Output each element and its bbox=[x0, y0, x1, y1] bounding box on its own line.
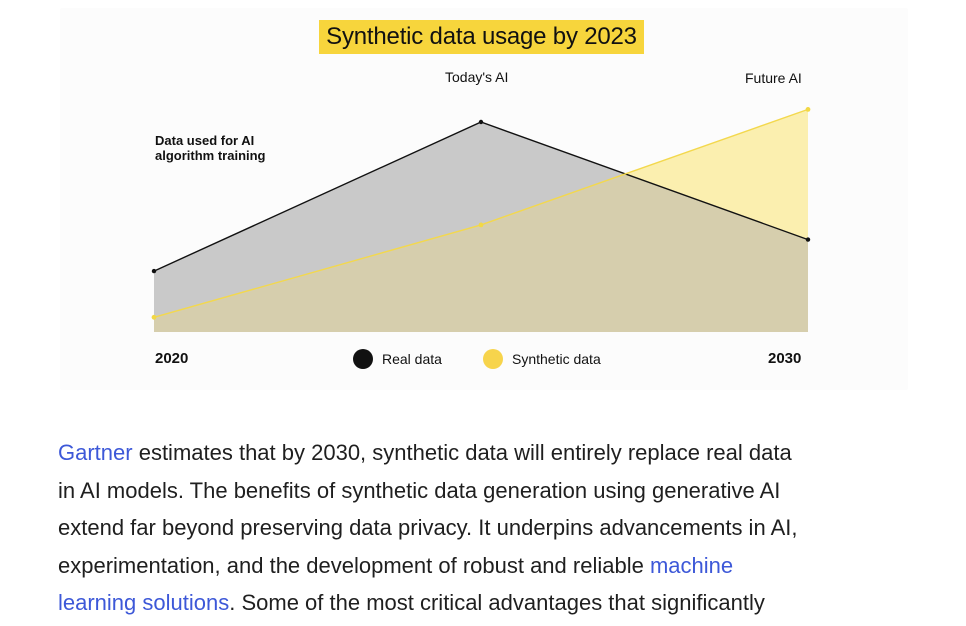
legend-item-real-data: Real data bbox=[353, 348, 442, 370]
y-axis-note: Data used for AI algorithm training bbox=[155, 133, 266, 163]
article-paragraph: Gartner estimates that by 2030, syntheti… bbox=[58, 434, 908, 622]
legend-label-real-data: Real data bbox=[382, 351, 442, 367]
article-line-1: Gartner estimates that by 2030, syntheti… bbox=[58, 434, 908, 472]
learning-solutions-link[interactable]: learning solutions bbox=[58, 590, 230, 615]
real-data-legend-dot bbox=[353, 349, 373, 369]
synthetic-data-point-1 bbox=[478, 222, 484, 228]
real-data-point-0 bbox=[151, 268, 157, 274]
real-data-point-1 bbox=[478, 119, 484, 125]
article-line-1-text: estimates that by 2030, synthetic data w… bbox=[132, 440, 792, 465]
article-line-4: experimentation, and the development of … bbox=[58, 547, 908, 585]
phase-label-today-ai: Today's AI bbox=[445, 69, 509, 85]
synthetic-data-point-2 bbox=[805, 107, 811, 112]
phase-label-future-ai: Future AI bbox=[745, 70, 802, 86]
article-line-2: in AI models. The benefits of synthetic … bbox=[58, 477, 781, 503]
article-line-5: learning solutions. Some of the most cri… bbox=[58, 584, 908, 622]
article-line-3: extend far beyond preserving data privac… bbox=[58, 515, 798, 540]
chart-title: Synthetic data usage by 2023 bbox=[319, 20, 644, 54]
x-axis-end-label: 2030 bbox=[768, 350, 802, 367]
legend-item-synthetic-data: Synthetic data bbox=[483, 348, 601, 370]
synthetic-data-legend-dot bbox=[483, 349, 503, 369]
article-line-5-text: . Some of the most critical advantages t… bbox=[229, 590, 765, 615]
gartner-link[interactable]: Gartner bbox=[58, 440, 133, 465]
article-line-4-text: experimentation, and the development of … bbox=[58, 552, 650, 578]
real-data-point-2 bbox=[805, 237, 811, 242]
machine-link[interactable]: machine bbox=[649, 552, 734, 578]
x-axis-start-label: 2020 bbox=[155, 350, 189, 367]
legend-label-synthetic-data: Synthetic data bbox=[512, 351, 601, 367]
synthetic-data-point-0 bbox=[151, 314, 157, 320]
